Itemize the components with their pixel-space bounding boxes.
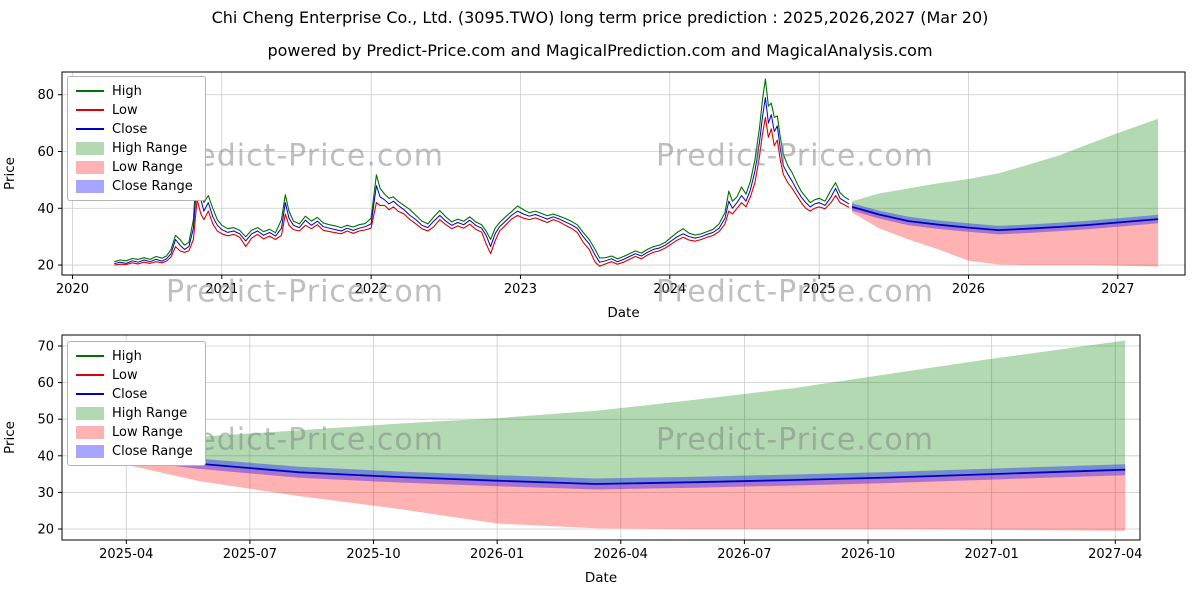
legend-item-high: High xyxy=(76,83,193,99)
legend-bottom: High Low Close High Range Low Range Close Ran… xyxy=(67,341,206,466)
legend-item-low: Low xyxy=(76,367,193,383)
legend-label: Low Range xyxy=(112,424,183,440)
legend-patch-swatch xyxy=(76,444,104,458)
legend-label: Low Range xyxy=(112,159,183,175)
legend-label: High xyxy=(112,348,142,364)
x-tick-label: 2026 xyxy=(952,282,985,297)
y-tick-label: 40 xyxy=(37,449,54,464)
x-tick-label: 2026-04 xyxy=(594,547,648,562)
x-axis-label: Date xyxy=(607,305,639,320)
legend-item-close: Close xyxy=(76,121,193,137)
price-history-chart: 2020 2021 2022 2023 2024 2025 2026 2027 20 40 60 80… xyxy=(2,71,1186,320)
plot-border xyxy=(61,334,1141,541)
x-tick-label: 2023 xyxy=(504,282,537,297)
legend-item-close-range: Close Range xyxy=(76,178,193,194)
legend-item-low-range: Low Range xyxy=(76,424,193,440)
x-tick-label: 2021 xyxy=(205,282,238,297)
x-axis-label: Date xyxy=(585,570,617,586)
x-tick-label: 2026-07 xyxy=(717,547,771,562)
legend-line-swatch xyxy=(76,373,104,377)
legend-label: Close xyxy=(112,121,148,137)
plot-border xyxy=(61,71,1186,276)
legend-label: High xyxy=(112,83,142,99)
close-range-area xyxy=(852,203,1159,235)
x-tick-label: 2025 xyxy=(803,282,836,297)
legend-patch-swatch xyxy=(76,425,104,439)
legend-line-swatch xyxy=(76,354,104,358)
legend-item-close-range: Close Range xyxy=(76,443,193,459)
high-range-area xyxy=(111,340,1126,484)
low-range-area xyxy=(852,206,1159,267)
y-tick-label: 20 xyxy=(37,523,54,538)
legend-label: Close Range xyxy=(112,178,193,194)
x-tick-label: 2027 xyxy=(1101,282,1134,297)
y-axis-label: Price xyxy=(2,157,18,190)
low-range-area xyxy=(111,454,1126,531)
legend-item-close: Close xyxy=(76,386,193,402)
legend-line-swatch xyxy=(76,89,104,93)
low-line xyxy=(114,116,850,267)
x-tick-label: 2027-01 xyxy=(964,547,1018,562)
legend-label: Low xyxy=(112,367,138,383)
x-tick-label: 2026-10 xyxy=(841,547,895,562)
y-tick-label: 40 xyxy=(37,202,54,217)
y-axis-label: Price xyxy=(2,421,18,454)
y-tick-label: 60 xyxy=(37,145,54,160)
legend-line-swatch xyxy=(76,108,104,112)
x-tick-label: 2025-07 xyxy=(223,547,277,562)
legend-item-high-range: High Range xyxy=(76,405,193,421)
x-tick-label: 2027-04 xyxy=(1088,547,1142,562)
legend-patch-swatch xyxy=(76,179,104,193)
high-line xyxy=(114,78,850,263)
y-tick-label: 50 xyxy=(37,413,54,428)
legend-patch-swatch xyxy=(76,160,104,174)
legend-item-low-range: Low Range xyxy=(76,159,193,175)
x-tick-label: 2024 xyxy=(653,282,686,297)
forecast-close-line xyxy=(851,206,1159,232)
legend-patch-swatch xyxy=(76,141,104,155)
y-tick-label: 70 xyxy=(37,339,54,354)
x-tick-label: 2025-10 xyxy=(346,547,400,562)
x-tick-label: 2022 xyxy=(355,282,388,297)
x-tick-label: 2026-01 xyxy=(470,547,524,562)
legend-item-high: High xyxy=(76,348,193,364)
y-tick-label: 80 xyxy=(37,88,54,103)
legend-label: Close Range xyxy=(112,443,193,459)
forecast-detail-chart: 2025-04 2025-07 2025-10 2026-01 2026-04 2026-… xyxy=(2,334,1142,586)
x-tick-label: 2020 xyxy=(56,282,89,297)
legend-patch-swatch xyxy=(76,406,104,420)
high-range-area xyxy=(852,118,1159,231)
close-line xyxy=(114,97,850,265)
x-tick-label: 2025-04 xyxy=(99,547,153,562)
legend-label: Low xyxy=(112,102,138,118)
legend-line-swatch xyxy=(76,392,104,396)
legend-line-swatch xyxy=(76,127,104,131)
y-tick-label: 30 xyxy=(37,486,54,501)
legend-label: Close xyxy=(112,386,148,402)
y-tick-label: 60 xyxy=(37,376,54,391)
close-range-area xyxy=(111,449,1126,490)
legend-top: High Low Close High Range Low Range Close Ran… xyxy=(67,76,206,201)
chart-subtitle: powered by Predict-Price.com and Magical… xyxy=(267,41,933,60)
chart-title: Chi Cheng Enterprise Co., Ltd. (3095.TWO… xyxy=(211,8,989,27)
legend-label: High Range xyxy=(112,405,188,421)
legend-item-high-range: High Range xyxy=(76,140,193,156)
legend-item-low: Low xyxy=(76,102,193,118)
forecast-close-line xyxy=(111,453,1126,485)
legend-label: High Range xyxy=(112,140,188,156)
y-tick-label: 20 xyxy=(37,259,54,274)
